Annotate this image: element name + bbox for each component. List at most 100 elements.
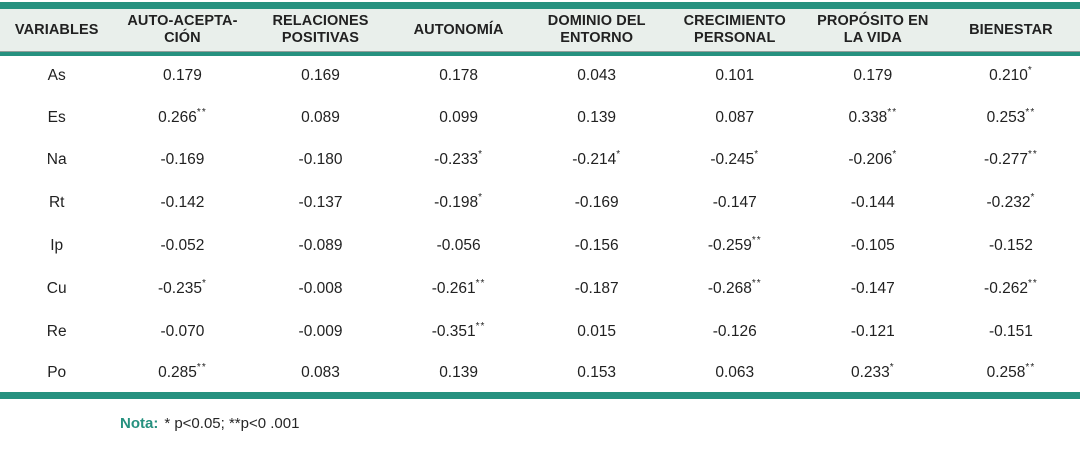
table-cell: -0.180 <box>251 139 390 182</box>
table-cell: -0.105 <box>803 224 942 268</box>
column-header: PROPÓSITO EN LA VIDA <box>803 5 942 56</box>
column-header: CRECIMIENTO PERSONAL <box>665 5 804 56</box>
significance-marker: ** <box>196 361 207 373</box>
table-cell: 0.178 <box>389 53 528 97</box>
table-cell: -0.206* <box>803 139 942 182</box>
significance-marker: ** <box>196 106 207 118</box>
significance-marker: * <box>1027 64 1033 76</box>
table-cell: -0.187 <box>527 267 666 311</box>
significance-marker: ** <box>1025 361 1036 373</box>
table-cell: -0.268** <box>665 267 804 311</box>
table-cell: 0.083 <box>251 353 390 396</box>
table-row: Ip -0.052 -0.089 -0.056 -0.156 -0.259** -0.105… <box>0 224 1080 268</box>
row-label: Ip <box>0 224 114 268</box>
significance-marker: ** <box>751 277 762 289</box>
header-row: VARIABLES AUTO-ACEPTA- CIÓN RELACIONES POS… <box>0 5 1080 56</box>
table-cell: -0.262** <box>941 267 1080 311</box>
column-header: DOMINIO DEL ENTORNO <box>527 5 666 56</box>
table-cell: -0.277** <box>941 139 1080 182</box>
table-cell: -0.137 <box>251 181 390 225</box>
column-header: AUTO-ACEPTA- CIÓN <box>113 5 252 56</box>
table-cell: 0.253** <box>941 96 1080 140</box>
table-cell: 0.101 <box>665 53 804 97</box>
table-cell: 0.099 <box>389 96 528 140</box>
table-cell: -0.169 <box>527 181 666 225</box>
table-cell: 0.139 <box>527 96 666 140</box>
table-cell: 0.179 <box>803 53 942 97</box>
table-cell: 0.285** <box>113 353 252 396</box>
significance-marker: * <box>478 192 484 204</box>
table-row: Es 0.266** 0.089 0.099 0.139 0.087 0.338** 0.25… <box>0 96 1080 140</box>
table-cell: -0.089 <box>251 224 390 268</box>
significance-marker: ** <box>751 234 762 246</box>
table-cell: -0.245* <box>665 139 804 182</box>
table-cell: 0.087 <box>665 96 804 140</box>
table-row: Rt -0.142 -0.137 -0.198* -0.169 -0.147 -0.144-… <box>0 181 1080 225</box>
table-cell: -0.147 <box>803 267 942 311</box>
table-cell: 0.089 <box>251 96 390 140</box>
correlation-table: VARIABLES AUTO-ACEPTA- CIÓN RELACIONES POS… <box>0 2 1080 400</box>
note-label: Nota: <box>120 415 159 433</box>
table-cell: -0.151 <box>941 310 1080 354</box>
table-row: As 0.179 0.169 0.178 0.043 0.101 0.179 0.210* <box>0 53 1080 97</box>
significance-marker: * <box>201 277 207 289</box>
table-cell: 0.063 <box>665 353 804 396</box>
significance-marker: ** <box>1028 277 1038 289</box>
table-row: Cu -0.235* -0.008 -0.261** -0.187 -0.268** -0.… <box>0 267 1080 311</box>
table-cell: -0.008 <box>251 267 390 311</box>
significance-marker: * <box>889 361 895 373</box>
table-cell: 0.233* <box>803 353 942 396</box>
table-cell: 0.139 <box>389 353 528 396</box>
table-cell: -0.198* <box>389 181 528 225</box>
table-cell: -0.147 <box>665 181 804 225</box>
table-cell: -0.126 <box>665 310 804 354</box>
table-cell: -0.056 <box>389 224 528 268</box>
significance-marker: * <box>478 149 484 161</box>
table-cell: 0.015 <box>527 310 666 354</box>
significance-marker: * <box>754 149 760 161</box>
row-label: Re <box>0 310 114 354</box>
table-cell: 0.266** <box>113 96 252 140</box>
table-cell: -0.259** <box>665 224 804 268</box>
table-cell: -0.152 <box>941 224 1080 268</box>
table-cell: -0.169 <box>113 139 252 182</box>
table-row: Na -0.169 -0.180 -0.233* -0.214* -0.245* -0.20… <box>0 139 1080 182</box>
significance-marker: ** <box>1025 106 1036 118</box>
table-cell: -0.070 <box>113 310 252 354</box>
significance-marker: * <box>1030 192 1036 204</box>
significance-marker: ** <box>1028 149 1038 161</box>
table-cell: 0.258** <box>941 353 1080 396</box>
table-cell: -0.052 <box>113 224 252 268</box>
table-cell: -0.235* <box>113 267 252 311</box>
table-cell: 0.043 <box>527 53 666 97</box>
row-label: Po <box>0 353 114 396</box>
column-header: RELACIONES POSITIVAS <box>251 5 390 56</box>
significance-marker: * <box>616 149 622 161</box>
note-text: * p<0.05; **p<0 .001 <box>164 415 300 433</box>
table-cell: -0.233* <box>389 139 528 182</box>
table-cell: 0.169 <box>251 53 390 97</box>
table-cell: -0.009 <box>251 310 390 354</box>
significance-marker: ** <box>887 106 898 118</box>
row-label: Na <box>0 139 114 182</box>
table-cell: -0.121 <box>803 310 942 354</box>
table-row: Po 0.285** 0.083 0.139 0.153 0.063 0.233* 0.258… <box>0 353 1080 396</box>
table-cell: -0.261** <box>389 267 528 311</box>
significance-marker: ** <box>475 277 486 289</box>
significance-marker: * <box>892 149 898 161</box>
table-cell: 0.210* <box>941 53 1080 97</box>
table-cell: -0.351** <box>389 310 528 354</box>
table-cell: -0.232* <box>941 181 1080 225</box>
row-label: Rt <box>0 181 114 225</box>
column-header: AUTONOMÍA <box>389 5 528 56</box>
table-cell: 0.179 <box>113 53 252 97</box>
row-label: As <box>0 53 114 97</box>
table-cell: -0.156 <box>527 224 666 268</box>
significance-marker: ** <box>475 320 486 332</box>
correlation-table-figure: VARIABLES AUTO-ACEPTA- CIÓN RELACIONES POS… <box>0 2 1080 433</box>
table-cell: -0.144 <box>803 181 942 225</box>
row-label: Cu <box>0 267 114 311</box>
table-row: Re -0.070 -0.009 -0.351** 0.015 -0.126 -0.121-… <box>0 310 1080 354</box>
table-cell: -0.142 <box>113 181 252 225</box>
table-cell: -0.214* <box>527 139 666 182</box>
